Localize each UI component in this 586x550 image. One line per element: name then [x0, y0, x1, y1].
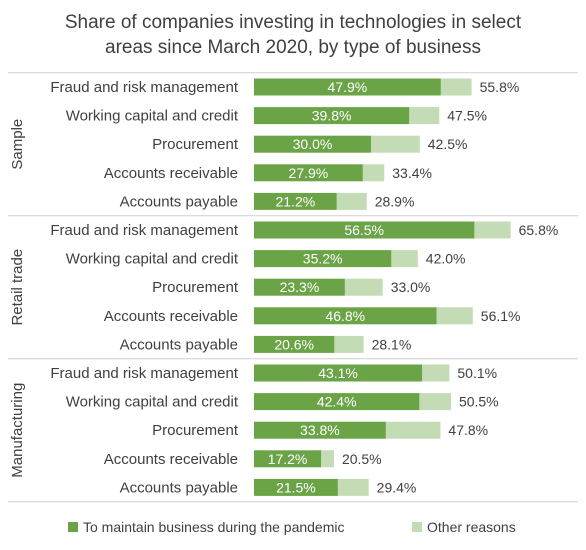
bar-other-reasons [385, 421, 441, 439]
bar-other-reasons [409, 107, 440, 125]
bar-other-reasons [362, 164, 385, 182]
bar-total-label: 47.8% [448, 422, 488, 438]
legend-swatch-other [412, 522, 422, 532]
bar-total-label: 20.5% [342, 451, 382, 467]
bar-total-label: 50.1% [457, 365, 497, 381]
bar-pandemic [254, 78, 441, 96]
bar-pandemic-label: 47.9% [328, 79, 368, 95]
bar-pandemic-label: 39.8% [312, 108, 352, 124]
bar-pandemic-label: 30.0% [293, 136, 333, 152]
bar-pandemic [254, 307, 437, 325]
bar-pandemic [254, 135, 371, 153]
group-label: Manufacturing [9, 383, 26, 478]
category-label: Fraud and risk management [50, 79, 238, 96]
bar-total-label: 33.0% [391, 279, 431, 295]
bar-other-reasons [440, 78, 472, 96]
bar-pandemic-label: 21.5% [276, 479, 316, 495]
bar-other-reasons [337, 478, 369, 496]
bar-pandemic-label: 33.8% [300, 422, 340, 438]
bar-pandemic [254, 364, 423, 382]
category-label: Procurement [152, 136, 239, 153]
category-label: Accounts receivable [104, 451, 238, 468]
category-label: Fraud and risk management [50, 222, 238, 239]
bar-pandemic-label: 27.9% [289, 165, 329, 181]
bar-pandemic-label: 56.5% [344, 222, 384, 238]
bar-total-label: 33.4% [392, 165, 432, 181]
group-label: Sample [9, 119, 26, 170]
bar-pandemic [254, 478, 338, 496]
bar-pandemic [254, 393, 420, 411]
bar-other-reasons [419, 393, 451, 411]
category-label: Accounts receivable [104, 165, 238, 182]
category-label: Procurement [152, 422, 239, 439]
bar-total-label: 47.5% [447, 108, 487, 124]
legend-swatch-pandemic [68, 522, 78, 532]
bar-pandemic [254, 278, 345, 296]
bar-pandemic [254, 335, 335, 353]
bar-pandemic [254, 107, 410, 125]
bar-total-label: 29.4% [377, 479, 417, 495]
bar-pandemic-label: 23.3% [280, 279, 320, 295]
bar-pandemic [254, 421, 386, 439]
chart-title-line-2: areas since March 2020, by type of busin… [105, 37, 481, 58]
bar-pandemic-label: 35.2% [303, 251, 343, 267]
bar-pandemic [254, 221, 475, 239]
bar-pandemic-label: 20.6% [274, 336, 314, 352]
bar-other-reasons [336, 192, 367, 210]
bar-pandemic-label: 21.2% [275, 193, 315, 209]
bar-pandemic-label: 42.4% [317, 394, 357, 410]
bar-total-label: 50.5% [459, 394, 499, 410]
category-label: Working capital and credit [66, 108, 239, 125]
category-label: Working capital and credit [66, 251, 239, 268]
bar-pandemic [254, 164, 363, 182]
bar-other-reasons [474, 221, 511, 239]
bar-total-label: 42.5% [428, 136, 468, 152]
bar-pandemic [254, 250, 392, 268]
bar-pandemic [254, 192, 337, 210]
legend: To maintain business during the pandemic… [68, 519, 516, 535]
chart-title-line-1: Share of companies investing in technolo… [65, 12, 522, 33]
bar-total-label: 42.0% [426, 251, 466, 267]
chart-title: Share of companies investing in technolo… [65, 12, 522, 58]
category-label: Accounts payable [120, 336, 238, 353]
bar-other-reasons [436, 307, 473, 325]
category-label: Working capital and credit [66, 394, 239, 411]
category-label: Accounts payable [120, 479, 238, 496]
bar-total-label: 28.9% [375, 193, 415, 209]
legend-label-other: Other reasons [427, 519, 516, 535]
plot-area: Sample Fraud and risk management 47.9% 55.8… [8, 72, 578, 503]
category-label: Procurement [152, 279, 239, 296]
bar-other-reasons [334, 335, 364, 353]
bar-pandemic [254, 450, 322, 468]
bar-total-label: 56.1% [481, 308, 521, 324]
bar-pandemic-label: 46.8% [325, 308, 365, 324]
category-label: Accounts payable [120, 193, 238, 210]
bar-total-label: 55.8% [480, 79, 520, 95]
bar-other-reasons [344, 278, 383, 296]
bar-total-label: 28.1% [372, 336, 412, 352]
bar-other-reasons [391, 250, 418, 268]
bar-other-reasons [422, 364, 450, 382]
bar-pandemic-label: 17.2% [268, 451, 308, 467]
group-label: Retail trade [9, 249, 26, 326]
category-label: Accounts receivable [104, 308, 238, 325]
category-label: Fraud and risk management [50, 365, 238, 382]
bar-total-label: 65.8% [519, 222, 559, 238]
bar-other-reasons [321, 450, 334, 468]
legend-label-pandemic: To maintain business during the pandemic [83, 519, 345, 535]
bar-pandemic-label: 43.1% [318, 365, 358, 381]
bar-other-reasons [371, 135, 420, 153]
